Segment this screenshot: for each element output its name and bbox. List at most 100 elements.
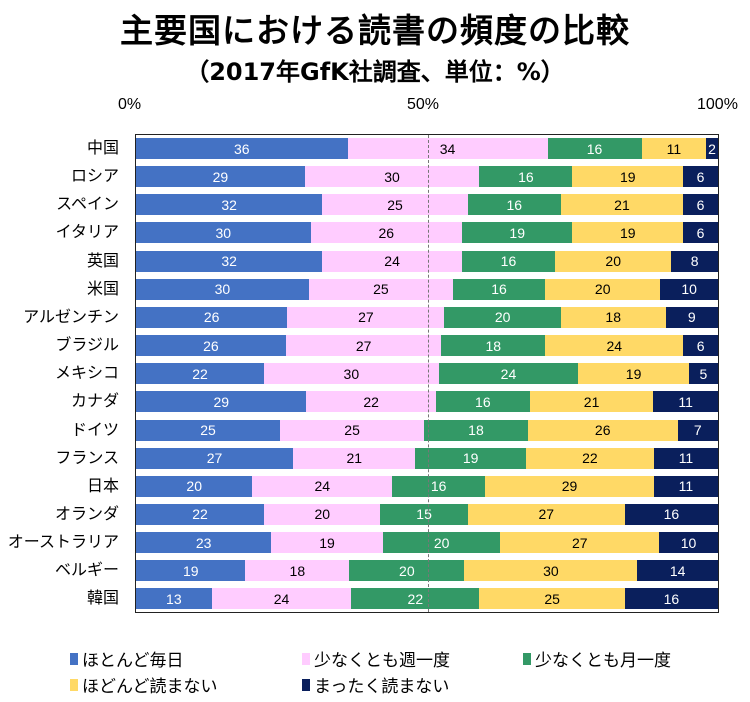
bar-segment: 26: [527, 419, 678, 441]
bar-segment: 22: [136, 503, 265, 525]
x-tick-label: 50%: [407, 96, 440, 113]
bar-row: 26 27 20 18 9: [136, 306, 718, 328]
bar-segment: 16: [392, 475, 486, 497]
bar-row: 13 24 22 25 16: [136, 588, 718, 610]
data-label: 18: [468, 422, 484, 438]
data-label: 16: [506, 196, 523, 213]
data-label: 6: [696, 224, 705, 241]
x-tick-label: 0%: [118, 96, 142, 113]
bar-segment: 24: [438, 363, 579, 385]
data-label: 16: [663, 506, 680, 523]
bar-segment: 11: [653, 447, 718, 469]
data-label: 22: [192, 365, 208, 382]
bar-row: 25 25 18 26 7: [136, 419, 718, 441]
data-label: 20: [594, 281, 611, 298]
bar-segment: 20: [545, 278, 661, 300]
bar-segment: 26: [136, 306, 288, 328]
bar-segment: 22: [136, 363, 265, 385]
bar-row: 20 24 16 29 11: [136, 475, 718, 497]
bar-segment: 26: [310, 222, 462, 244]
bar-segment: 24: [211, 588, 352, 610]
data-label: 25: [200, 422, 216, 438]
bar-segment: 15: [380, 503, 468, 525]
bar-segment: 2: [706, 138, 718, 159]
data-label: 24: [273, 590, 290, 607]
bar-segment: 25: [322, 194, 468, 216]
legend-label: 少なくとも週一度: [314, 651, 450, 671]
data-label: 26: [378, 224, 395, 241]
bar-segment: 20: [264, 503, 381, 525]
data-label: 30: [343, 365, 360, 382]
bar-segment: 24: [322, 250, 462, 272]
data-label: 15: [416, 506, 432, 523]
data-label: 20: [433, 534, 450, 551]
data-label: 25: [387, 196, 403, 213]
bar-segment: 6: [683, 166, 718, 188]
data-label: 32: [221, 253, 237, 270]
bar-segment: 10: [659, 532, 718, 554]
data-label: 5: [699, 365, 708, 382]
legend-item: 少なくとも月一度: [523, 646, 671, 671]
data-label: 19: [182, 562, 199, 579]
bar-segment: 20: [444, 306, 561, 328]
data-label: 16: [475, 393, 491, 410]
bar-segment: 27: [467, 503, 625, 525]
data-label: 18: [289, 562, 306, 579]
bar-segment: 8: [671, 250, 718, 272]
bar-segment: 27: [500, 532, 660, 554]
legend-swatch: [302, 652, 310, 665]
data-label: 16: [518, 168, 534, 185]
legend-item: ほどんど読まない: [70, 672, 218, 697]
bar-row: 32 25 16 21 6: [136, 194, 718, 216]
bar-segment: 5: [688, 363, 718, 385]
bar-segment: 22: [306, 391, 436, 413]
bar-segment: 6: [683, 194, 718, 216]
category-label: スペイン: [56, 194, 119, 214]
category-label: 韓国: [86, 588, 119, 608]
bar-segment: 25: [136, 419, 281, 441]
data-label: 6: [696, 337, 705, 354]
data-label: 19: [619, 168, 636, 185]
bar-segment: 19: [136, 560, 246, 582]
legend-label: ほとんど毎日: [82, 651, 184, 671]
bar-segment: 23: [136, 532, 272, 554]
bar-segment: 21: [560, 194, 684, 216]
category-label: カナダ: [70, 391, 119, 411]
bar-segment: 16: [547, 138, 642, 159]
data-label: 19: [509, 224, 525, 241]
gridline-50: [428, 135, 429, 612]
data-label: 29: [561, 478, 578, 495]
bar-segment: 30: [304, 166, 480, 188]
data-label: 8: [690, 253, 699, 270]
data-label: 11: [678, 393, 693, 410]
bar-segment: 19: [461, 222, 573, 244]
bar-segment: 19: [572, 222, 684, 244]
bar-row: 23 19 20 27 10: [136, 532, 718, 554]
bar-segment: 25: [479, 588, 625, 610]
bar-segment: 19: [572, 166, 684, 188]
bar-row: 29 22 16 21 11: [136, 391, 718, 413]
bar-row: 26 27 18 24 6: [136, 335, 718, 357]
data-label: 10: [680, 534, 697, 551]
bar-segment: 20: [136, 475, 253, 497]
bar-segment: 6: [683, 335, 718, 357]
bar-segment: 11: [653, 391, 718, 413]
bar-segment: 30: [136, 222, 311, 244]
data-label: 26: [203, 309, 220, 326]
data-label: 11: [666, 140, 682, 157]
data-label: 18: [485, 337, 502, 354]
data-label: 27: [358, 309, 374, 326]
bar-segment: 26: [136, 335, 286, 357]
data-label: 22: [407, 590, 424, 607]
bar-segment: 30: [264, 363, 439, 385]
bar-segment: 34: [347, 138, 548, 159]
category-label: オランダ: [54, 503, 119, 523]
data-label: 24: [500, 365, 517, 382]
bar-segment: 13: [136, 588, 212, 610]
data-label: 24: [606, 337, 623, 354]
legend-label: 少なくとも月一度: [535, 651, 671, 671]
bar-segment: 30: [136, 278, 309, 300]
data-label: 16: [491, 281, 507, 298]
data-label: 25: [373, 281, 389, 298]
bar-segment: 18: [441, 335, 546, 357]
